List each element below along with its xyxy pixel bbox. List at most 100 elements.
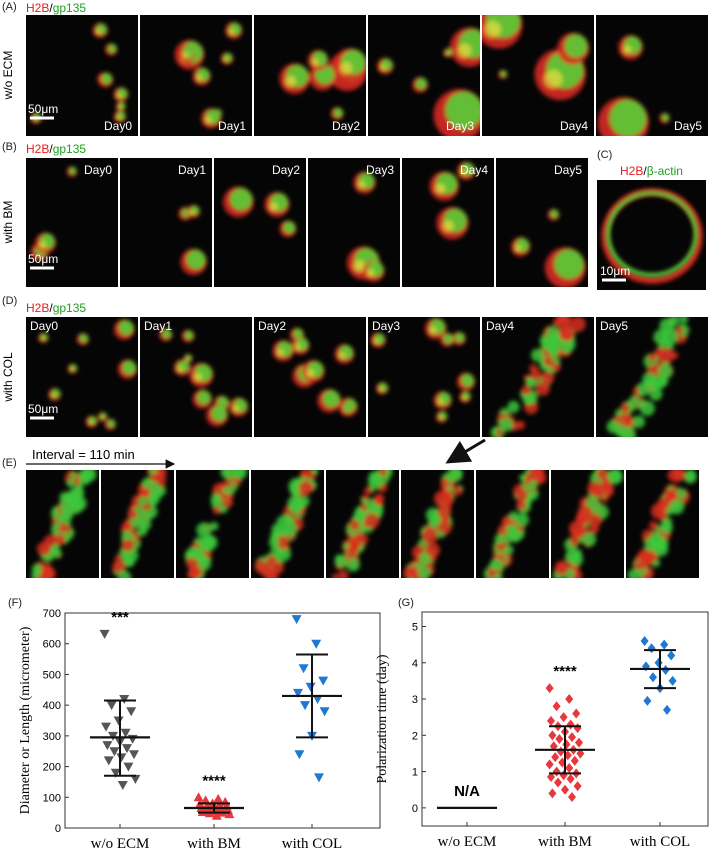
cells: [272, 327, 358, 417]
cell: [519, 474, 526, 481]
data-point: [551, 752, 560, 763]
micrograph: [551, 470, 624, 578]
cell: [38, 241, 47, 249]
cell: [69, 367, 73, 372]
cell: [649, 532, 663, 546]
cell: [576, 514, 588, 526]
panel-label: (B): [2, 141, 17, 153]
cell: [438, 415, 443, 420]
data-point: [561, 784, 569, 795]
cell: [101, 73, 113, 84]
cell: [185, 357, 189, 361]
day-label: Day3: [372, 319, 400, 333]
cells: [178, 204, 207, 276]
cell: [438, 520, 452, 535]
cell: [195, 74, 203, 82]
cell: [558, 562, 566, 571]
cell: [378, 470, 388, 477]
stain: H2B: [26, 1, 49, 15]
cell: [353, 260, 366, 273]
cell: [434, 183, 446, 195]
cell: [634, 560, 644, 571]
cells: [112, 470, 167, 578]
data-point: [294, 750, 305, 760]
cell: [437, 505, 450, 519]
annotation: ****: [553, 663, 577, 680]
micrograph: [101, 470, 174, 578]
cell: [193, 372, 203, 382]
stain: /: [643, 164, 647, 178]
data-point: [568, 732, 576, 743]
cell: [500, 70, 507, 77]
cell: [406, 566, 420, 578]
data-point: [305, 682, 316, 692]
cell: [40, 336, 44, 341]
stain-label: H2B/gp135: [26, 142, 86, 156]
cell: [683, 470, 697, 484]
y-tick-label: 2: [412, 730, 418, 742]
y-axis-title: Diameter or Length (micrometer): [18, 626, 33, 814]
cell: [622, 45, 632, 55]
cells: [30, 166, 77, 261]
data-point: [103, 756, 114, 766]
cell: [138, 518, 152, 531]
stain: β-actin: [647, 164, 683, 178]
cell: [508, 511, 519, 521]
image-frame: [26, 158, 118, 287]
cell: [184, 330, 194, 340]
cell: [127, 509, 138, 520]
data-point: [663, 704, 671, 715]
cell: [554, 249, 584, 279]
cell: [615, 409, 623, 417]
data-point: [566, 773, 575, 784]
cell: [603, 478, 611, 486]
data-point: [291, 615, 302, 625]
cell: [588, 513, 602, 528]
y-tick-label: 4: [412, 658, 418, 670]
cell: [436, 398, 444, 406]
cell: [223, 57, 228, 62]
data-point: [556, 746, 565, 757]
panel-label: (G): [398, 597, 414, 609]
day-label: Day0: [30, 319, 58, 333]
data-point: [654, 657, 663, 668]
cell: [331, 573, 339, 578]
data-point: [552, 766, 561, 777]
cell: [51, 547, 62, 559]
cell: [150, 500, 157, 507]
stain: /: [49, 301, 53, 315]
cell: [415, 77, 428, 90]
cell: [269, 202, 279, 212]
micrograph: [254, 15, 366, 136]
scale-label: 10μm: [600, 264, 630, 278]
cell: [635, 382, 650, 397]
micrograph: [254, 317, 366, 437]
cell: [551, 362, 561, 372]
data-point: [643, 695, 652, 706]
data-point: [660, 639, 669, 650]
cell: [446, 475, 455, 484]
day-label: Day5: [554, 163, 582, 177]
cell: [189, 210, 195, 215]
data-point: [554, 777, 562, 788]
cell: [232, 405, 240, 413]
cell: [417, 563, 424, 570]
data-point: [545, 683, 554, 694]
cell: [378, 387, 383, 392]
cell: [150, 474, 159, 483]
cell: [116, 115, 121, 121]
cell: [504, 545, 514, 555]
cell: [609, 99, 647, 136]
cell: [337, 570, 349, 578]
micrograph: [496, 158, 588, 287]
cell: [669, 499, 685, 515]
cell: [649, 387, 663, 401]
cell: [364, 486, 373, 495]
y-tick-label: 200: [43, 762, 61, 774]
cell: [494, 573, 503, 578]
cell: [66, 478, 76, 488]
data-point: [547, 715, 555, 726]
data-point: [318, 676, 329, 686]
cell: [36, 541, 52, 556]
cell: [306, 369, 315, 378]
